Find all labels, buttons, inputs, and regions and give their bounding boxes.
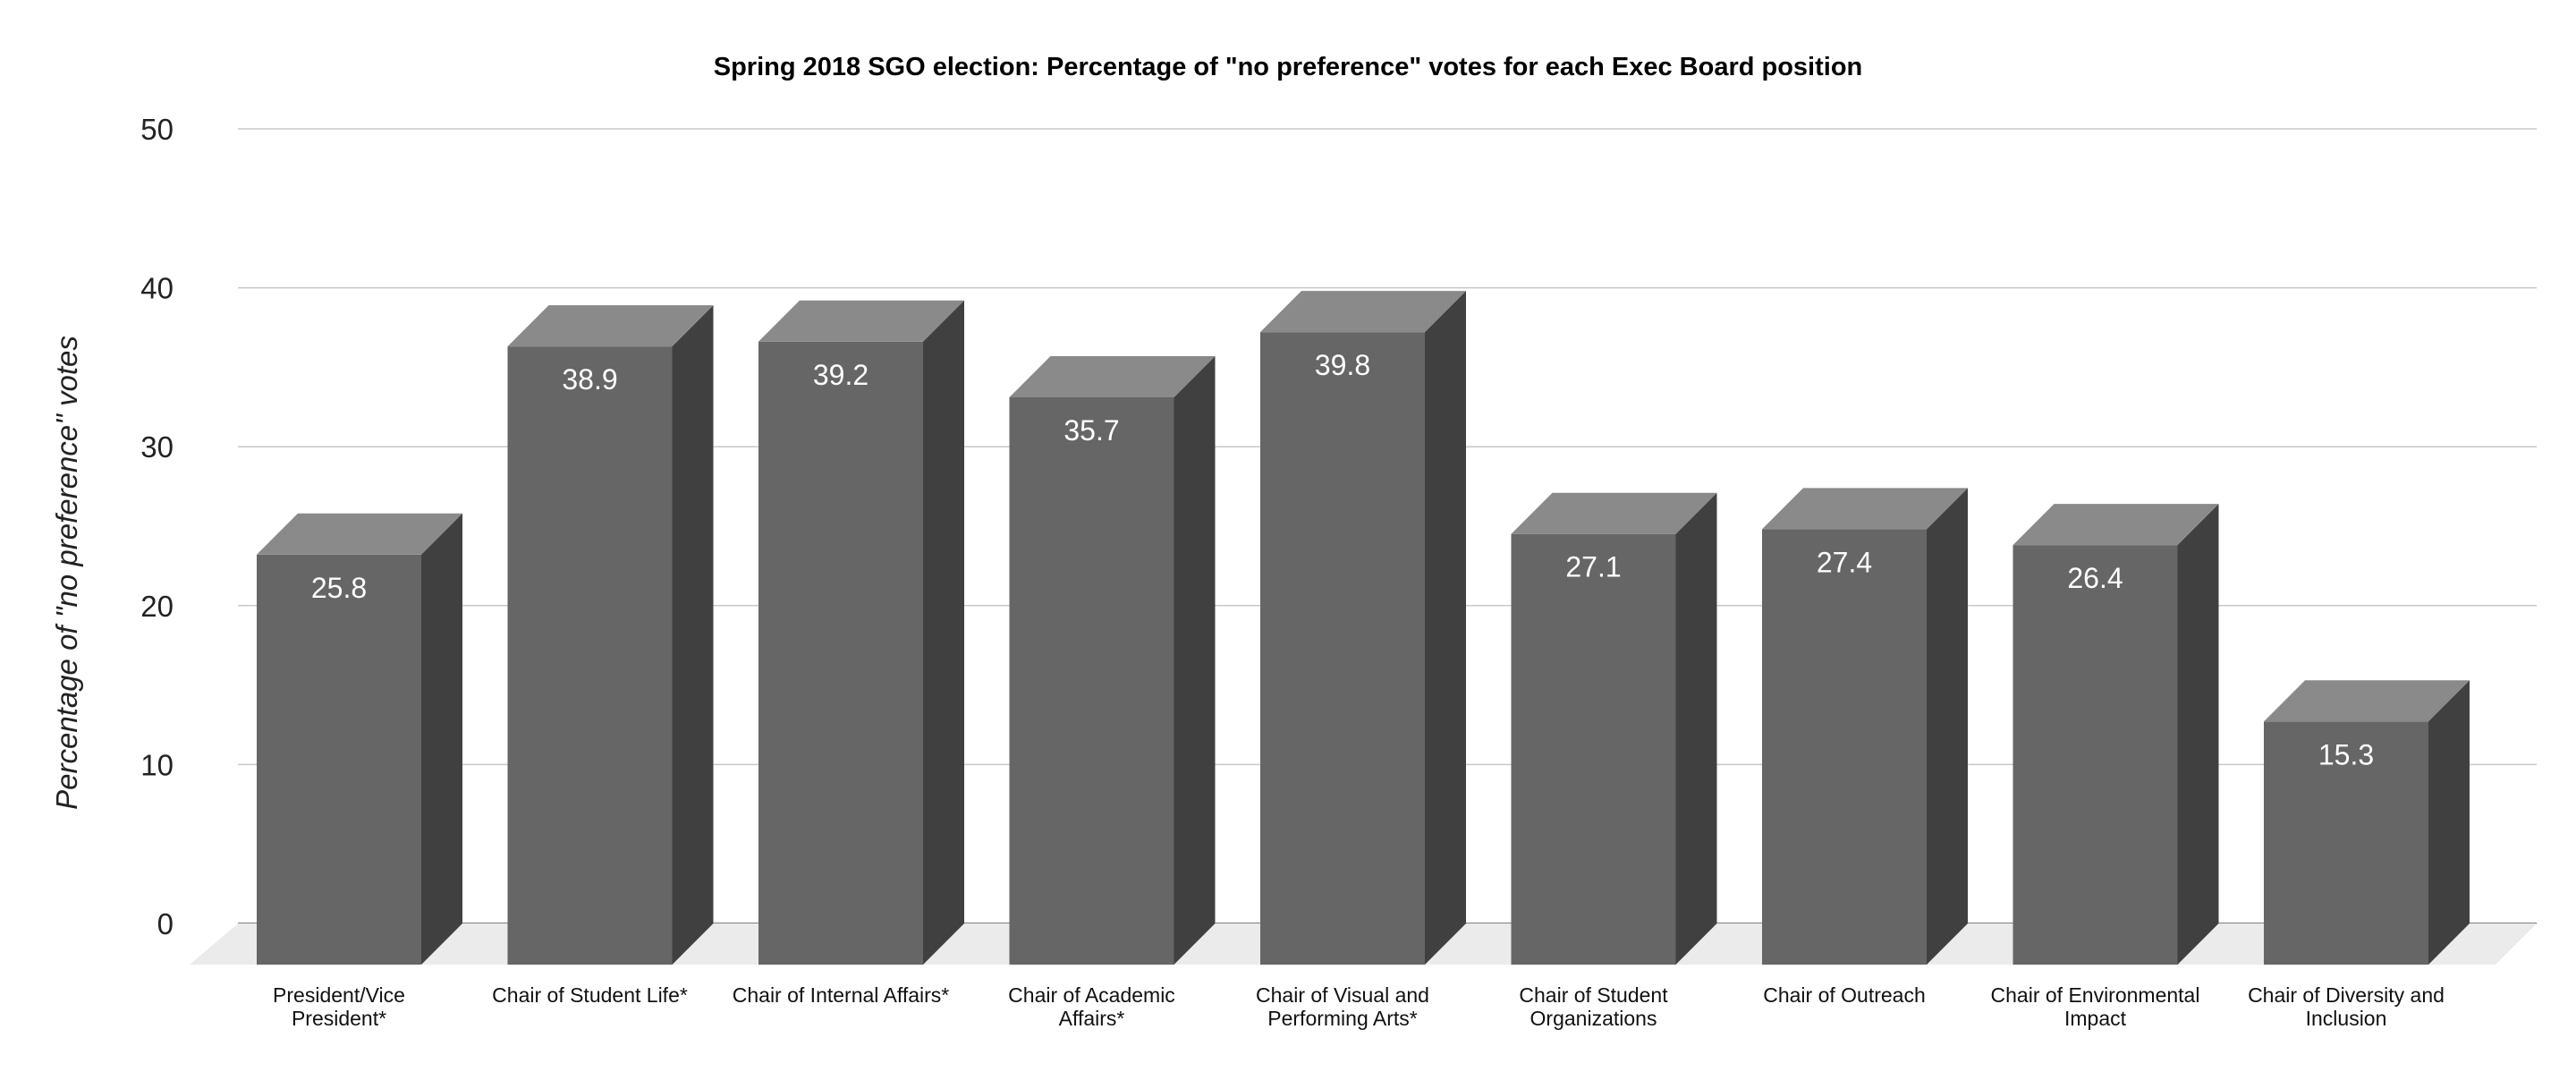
bar-side xyxy=(1425,291,1466,966)
bar xyxy=(2012,504,2219,965)
y-tick-label: 20 xyxy=(140,590,174,623)
bar xyxy=(2264,680,2470,965)
bar-top xyxy=(1009,355,1216,397)
bar-side xyxy=(1174,355,1216,965)
bar xyxy=(1260,291,1466,966)
data-label: 15.3 xyxy=(2318,738,2374,770)
x-tick-label-line: President* xyxy=(292,1007,386,1030)
x-tick-label-line: Chair of Environmental xyxy=(1991,983,2200,1007)
y-tick-label: 40 xyxy=(140,272,174,305)
data-label: 35.7 xyxy=(1063,414,1119,447)
bar-top xyxy=(257,513,462,555)
bar-top xyxy=(1260,291,1466,333)
x-tick-label: Chair of Academic Affairs* xyxy=(1008,983,1175,1030)
bar-front xyxy=(1762,529,1927,965)
bar-side xyxy=(1927,488,1968,965)
x-tick-label: President/Vice President* xyxy=(273,983,405,1030)
bar-front xyxy=(2012,545,2178,965)
x-tick-label: Chair of Internal Affairs* xyxy=(733,983,950,1007)
x-tick-label-line: Organizations xyxy=(1530,1007,1657,1030)
x-tick-label-line: Chair of Diversity and xyxy=(2248,983,2445,1007)
bars xyxy=(257,291,2470,966)
y-axis-ticks: 0 10 20 30 40 50 xyxy=(140,113,174,940)
x-tick-label-line: Chair of Student Life* xyxy=(492,983,688,1007)
x-tick-label-line: Inclusion xyxy=(2306,1007,2387,1030)
x-tick-label: Chair of Outreach xyxy=(1763,983,1926,1007)
data-label: 39.2 xyxy=(813,359,869,391)
bar-top xyxy=(507,305,714,347)
data-label: 27.4 xyxy=(1817,546,1872,578)
data-label: 25.8 xyxy=(311,572,367,604)
bar-front xyxy=(2264,721,2428,965)
y-tick-label: 50 xyxy=(140,113,174,146)
bar-front xyxy=(1009,396,1174,965)
bar-top xyxy=(758,300,964,342)
bar xyxy=(1511,492,1717,965)
bar-front xyxy=(257,554,421,965)
bar-side xyxy=(1675,492,1717,965)
x-tick-label: Chair of Visual and Performing Arts* xyxy=(1256,983,1429,1030)
x-axis-ticks: President/Vice President* Chair of Student… xyxy=(273,983,2445,1030)
data-label: 26.4 xyxy=(2067,562,2123,594)
data-label: 39.8 xyxy=(1315,349,1370,381)
bar xyxy=(1009,355,1216,965)
chart-title: Spring 2018 SGO election: Percentage of … xyxy=(714,53,1863,81)
x-tick-label-line: Chair of Outreach xyxy=(1763,983,1926,1007)
bar-side xyxy=(421,513,462,965)
x-tick-label-line: Chair of Internal Affairs* xyxy=(733,983,950,1007)
x-tick-label: Chair of Student Organizations xyxy=(1519,983,1668,1030)
bar-top xyxy=(1511,492,1717,534)
x-tick-label-line: Impact xyxy=(2064,1007,2127,1030)
x-tick-label-line: Chair of Student xyxy=(1519,983,1668,1007)
y-axis-title: Percentage of "no preference" votes xyxy=(50,336,83,810)
y-tick-label: 0 xyxy=(157,907,174,940)
y-tick-label: 30 xyxy=(140,430,174,464)
x-tick-label: Chair of Diversity and Inclusion xyxy=(2248,983,2445,1030)
bar-front xyxy=(507,346,673,965)
x-tick-label: Chair of Student Life* xyxy=(492,983,688,1007)
bar xyxy=(507,305,714,965)
data-label: 38.9 xyxy=(562,363,617,396)
bar-top xyxy=(2012,504,2219,546)
bar-side xyxy=(2177,504,2219,965)
bar-side xyxy=(923,300,964,966)
bar-side xyxy=(2428,680,2470,965)
bar-top xyxy=(2264,680,2470,722)
bar-top xyxy=(1762,488,1968,530)
bar xyxy=(257,513,462,965)
x-tick-label-line: President/Vice xyxy=(273,983,405,1007)
x-tick-label: Chair of Environmental Impact xyxy=(1991,983,2200,1030)
bar-front xyxy=(758,341,923,966)
bar-front xyxy=(1511,533,1676,965)
bar-side xyxy=(672,305,714,965)
bar-front xyxy=(1260,332,1425,966)
y-tick-label: 10 xyxy=(140,748,174,781)
x-tick-label-line: Performing Arts* xyxy=(1267,1007,1417,1030)
data-label: 27.1 xyxy=(1565,551,1621,583)
x-tick-label-line: Affairs* xyxy=(1059,1007,1125,1030)
bar xyxy=(758,300,964,966)
x-tick-label-line: Chair of Visual and xyxy=(1256,983,1429,1007)
bar xyxy=(1762,488,1968,965)
x-tick-label-line: Chair of Academic xyxy=(1008,983,1175,1007)
data-labels: 25.8 38.9 39.2 35.7 39.8 27.1 27.4 26.4 15.3 xyxy=(311,349,2374,770)
